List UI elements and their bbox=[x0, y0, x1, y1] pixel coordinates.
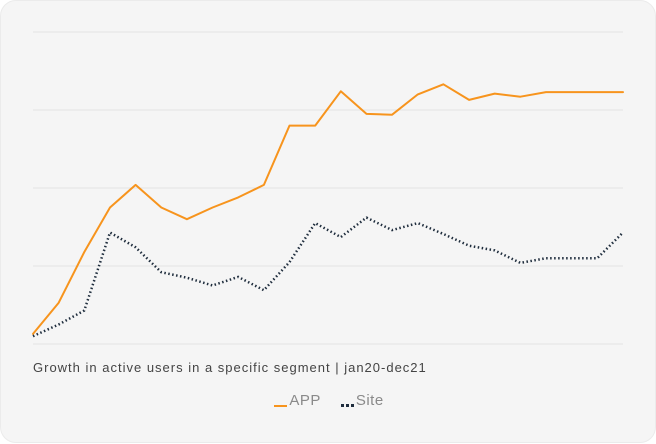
legend-item-site[interactable]: Site bbox=[340, 392, 384, 409]
legend-item-app[interactable]: APP bbox=[274, 392, 321, 409]
chart-legend: APP Site bbox=[1, 392, 656, 409]
legend-label-app: APP bbox=[289, 392, 321, 409]
legend-label-site: Site bbox=[355, 392, 384, 409]
series-line-site bbox=[32, 216, 624, 338]
series-line-app bbox=[32, 83, 624, 335]
legend-swatch-app bbox=[274, 405, 288, 407]
legend-swatch-site bbox=[340, 404, 354, 407]
chart-caption: Growth in active users in a specific seg… bbox=[33, 360, 427, 375]
